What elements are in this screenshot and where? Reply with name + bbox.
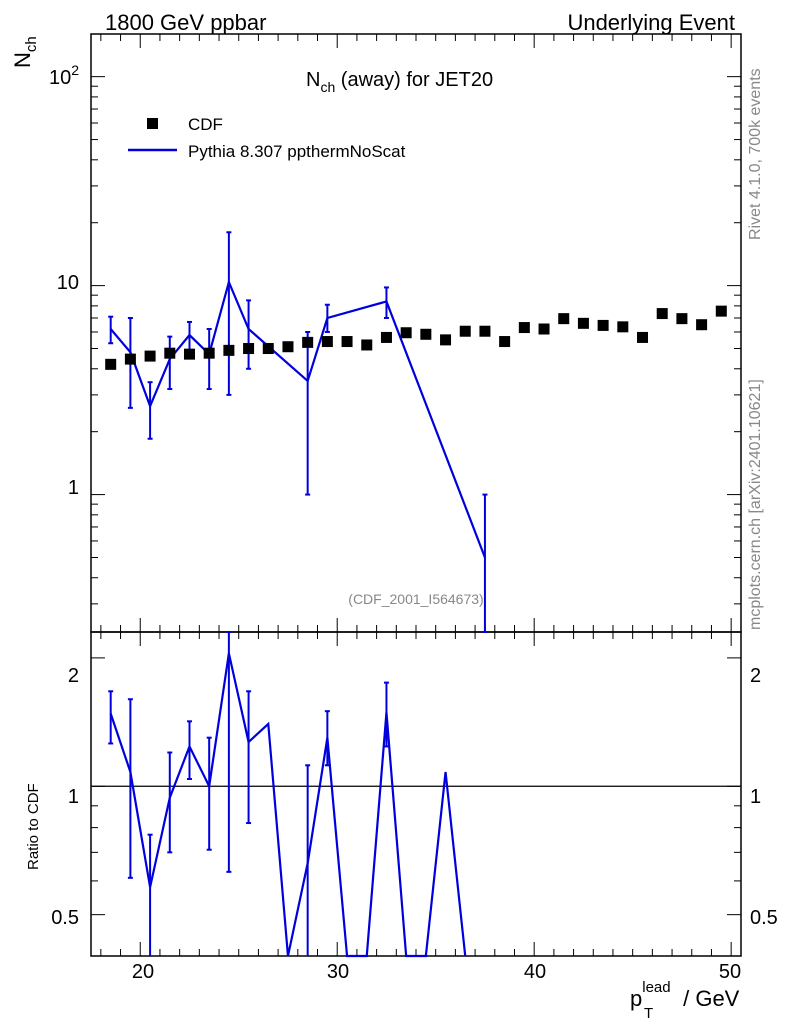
rivet-label: Rivet 4.1.0, 700k events <box>747 68 764 240</box>
cdf-point-2 <box>144 350 156 362</box>
cdf-point-28 <box>656 308 668 320</box>
cdf-point-12 <box>341 336 353 348</box>
ratio-tick-label-right-2: 2 <box>750 665 761 687</box>
ratio-tick-label-2: 2 <box>68 665 79 687</box>
ratio-tick-label-right-0.5: 0.5 <box>750 907 778 929</box>
header-right: Underlying Event <box>567 10 735 35</box>
mcplots-label: mcplots.cern.ch [arXiv:2401.10621] <box>747 379 764 630</box>
cdf-point-27 <box>637 331 649 343</box>
cdf-point-3 <box>164 347 176 359</box>
cdf-point-31 <box>715 305 727 317</box>
cdf-point-15 <box>400 327 412 339</box>
x-tick-label-20: 20 <box>132 961 154 983</box>
cdf-point-6 <box>223 344 235 356</box>
y-axis-label: Nch <box>10 36 40 68</box>
cdf-point-17 <box>440 334 452 346</box>
cdf-point-16 <box>420 328 432 340</box>
cdf-point-9 <box>282 341 294 353</box>
cdf-point-4 <box>183 348 195 360</box>
x-tick-label-30: 30 <box>327 961 349 983</box>
ratio-tick-label-right-1: 1 <box>750 786 761 808</box>
ratio-tick-label-0.5: 0.5 <box>51 907 79 929</box>
cdf-point-25 <box>597 319 609 331</box>
cdf-point-8 <box>262 343 274 355</box>
x-tick-label-50: 50 <box>719 961 741 983</box>
cdf-point-21 <box>518 322 530 334</box>
cdf-point-23 <box>558 313 570 325</box>
analysis-id: (CDF_2001_I564673) <box>348 591 483 607</box>
cdf-point-13 <box>361 339 373 351</box>
cdf-point-20 <box>499 336 511 348</box>
header-left: 1800 GeV ppbar <box>105 10 266 35</box>
cdf-point-18 <box>459 325 471 337</box>
cdf-point-26 <box>617 321 629 333</box>
x-tick-label-40: 40 <box>524 961 546 983</box>
cdf-point-5 <box>203 347 215 359</box>
cdf-point-14 <box>380 331 392 343</box>
axis-ticks <box>91 34 741 957</box>
cdf-point-19 <box>479 325 491 337</box>
ratio-data-layer <box>108 631 467 958</box>
cdf-point-24 <box>577 317 589 329</box>
ratio-tick-label-1: 1 <box>68 786 79 808</box>
main-data-layer <box>105 231 727 633</box>
y-tick-label-100: 102 <box>49 62 79 89</box>
cdf-point-22 <box>538 323 550 335</box>
legend-label-cdf: CDF <box>188 115 223 134</box>
chart-title: Nch (away) for JET20 <box>306 69 493 95</box>
pythia-line <box>109 278 486 558</box>
cdf-point-30 <box>696 319 708 331</box>
y-tick-label-1: 1 <box>68 477 79 499</box>
legend-marker-cdf <box>147 118 158 129</box>
ratio-y-axis-label: Ratio to CDF <box>25 783 42 870</box>
y-tick-label-10: 10 <box>57 272 79 294</box>
cdf-point-1 <box>124 353 136 365</box>
cdf-point-11 <box>321 336 333 348</box>
cdf-point-10 <box>302 336 314 348</box>
cdf-point-0 <box>105 358 117 370</box>
legend-label-pythia: Pythia 8.307 ppthermNoScat <box>188 142 406 161</box>
x-axis-label: plead T / GeV <box>630 979 740 1022</box>
cdf-point-29 <box>676 313 688 325</box>
ratio-line <box>109 653 467 958</box>
cdf-point-7 <box>243 343 255 355</box>
ratio-plot-frame <box>90 631 742 957</box>
